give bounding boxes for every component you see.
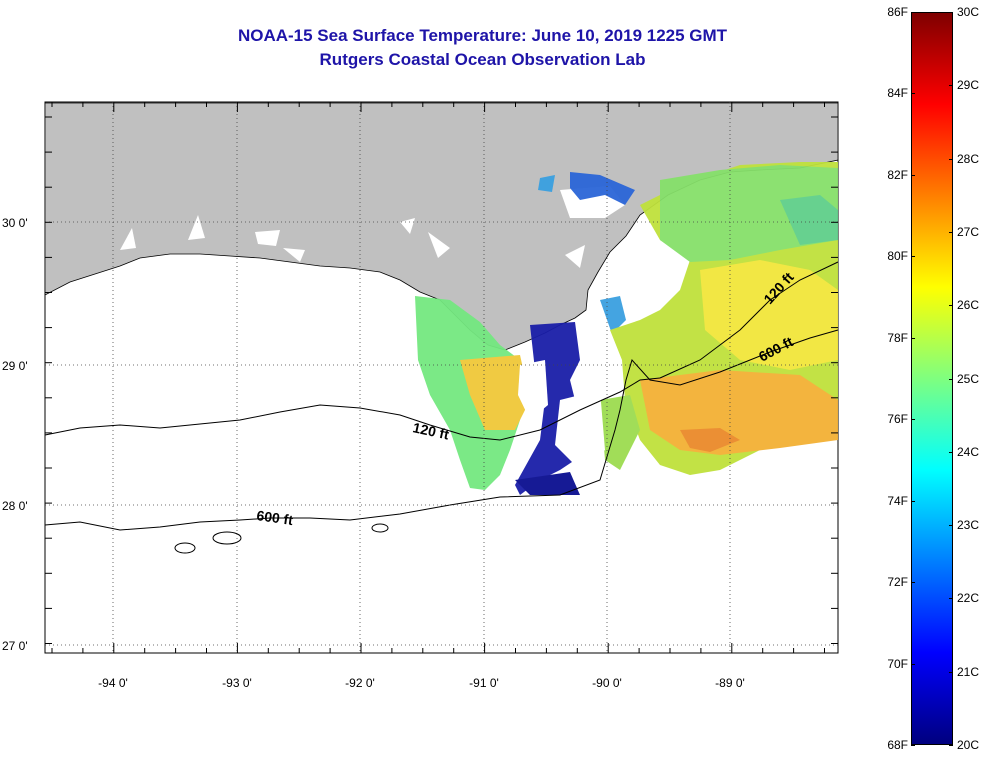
lake bbox=[428, 232, 450, 258]
colorbar-f-label: 72F bbox=[887, 575, 908, 590]
map-subtitle: Rutgers Coastal Ocean Observation Lab bbox=[319, 50, 646, 69]
lat-label-30: 30 0' bbox=[2, 216, 28, 230]
lake bbox=[188, 215, 205, 240]
colorbar-c-label: 26C bbox=[957, 298, 980, 313]
colorbar-f-label: 82F bbox=[887, 167, 908, 182]
colorbar-f-label: 86F bbox=[887, 5, 908, 19]
colorbar-tick bbox=[949, 305, 953, 307]
colorbar-f-label: 84F bbox=[887, 86, 908, 101]
frame-ticks bbox=[45, 102, 838, 653]
colorbar-tick bbox=[911, 419, 915, 421]
colorbar-tick bbox=[911, 174, 915, 176]
colorbar-f-label: 68F bbox=[887, 738, 908, 752]
lake bbox=[283, 248, 305, 262]
lat-label-28: 28 0' bbox=[2, 499, 28, 513]
colorbar-tick bbox=[949, 525, 953, 527]
lon-label-90: -90 0' bbox=[592, 676, 622, 690]
graticule bbox=[45, 102, 838, 653]
colorbar-f-label: 74F bbox=[887, 493, 908, 508]
sst-data bbox=[415, 162, 838, 495]
colorbar-c-label: 22C bbox=[957, 591, 980, 606]
colorbar-tick bbox=[949, 378, 953, 380]
lon-label-89: -89 0' bbox=[715, 676, 745, 690]
colorbar-c-label: 28C bbox=[957, 151, 980, 166]
colorbar-tick bbox=[911, 256, 915, 258]
lake bbox=[255, 230, 280, 246]
colorbar-tick bbox=[911, 663, 915, 665]
colorbar-c-label: 23C bbox=[957, 518, 980, 533]
colorbar-c-label: 24C bbox=[957, 444, 980, 459]
colorbar-tick bbox=[911, 93, 915, 95]
colorbar-tick bbox=[949, 745, 953, 746]
lon-label-93: -93 0' bbox=[222, 676, 252, 690]
colorbar-tick bbox=[949, 598, 953, 600]
colorbar-c-label: 25C bbox=[957, 371, 980, 386]
lake bbox=[565, 245, 585, 268]
contour-label-120ft-west: 120 ft bbox=[411, 419, 450, 442]
lake bbox=[120, 228, 136, 250]
colorbar-f-label: 78F bbox=[887, 330, 908, 345]
lon-label-91: -91 0' bbox=[469, 676, 499, 690]
map-title: NOAA-15 Sea Surface Temperature: June 10… bbox=[237, 26, 728, 45]
lon-label-94: -94 0' bbox=[98, 676, 128, 690]
colorbar-c-label: 20C bbox=[957, 738, 980, 752]
contour-label-600ft-west: 600 ft bbox=[256, 507, 295, 528]
colorbar-c-label: 30C bbox=[957, 5, 980, 19]
colorbar-tick bbox=[911, 12, 915, 13]
temperature-colorbar bbox=[911, 12, 953, 745]
colorbar-f-label: 76F bbox=[887, 412, 908, 427]
colorbar-c-label: 21C bbox=[957, 664, 980, 679]
lon-label-92: -92 0' bbox=[345, 676, 375, 690]
lake bbox=[400, 218, 415, 234]
colorbar-c-label: 27C bbox=[957, 224, 980, 239]
colorbar-tick bbox=[949, 158, 953, 160]
colorbar-tick bbox=[911, 500, 915, 502]
colorbar-f-label: 70F bbox=[887, 656, 908, 671]
depth-contours bbox=[44, 261, 839, 554]
colorbar-tick bbox=[949, 231, 953, 233]
colorbar-tick bbox=[911, 337, 915, 339]
colorbar-tick bbox=[911, 745, 915, 746]
colorbar-tick bbox=[949, 12, 953, 13]
colorbar-tick bbox=[949, 451, 953, 453]
colorbar-tick bbox=[949, 85, 953, 87]
lat-label-29: 29 0' bbox=[2, 359, 28, 373]
lat-label-27: 27 0' bbox=[2, 639, 28, 653]
colorbar-tick bbox=[949, 671, 953, 673]
colorbar-tick bbox=[911, 582, 915, 584]
colorbar-f-label: 80F bbox=[887, 249, 908, 264]
colorbar-c-label: 29C bbox=[957, 78, 980, 93]
